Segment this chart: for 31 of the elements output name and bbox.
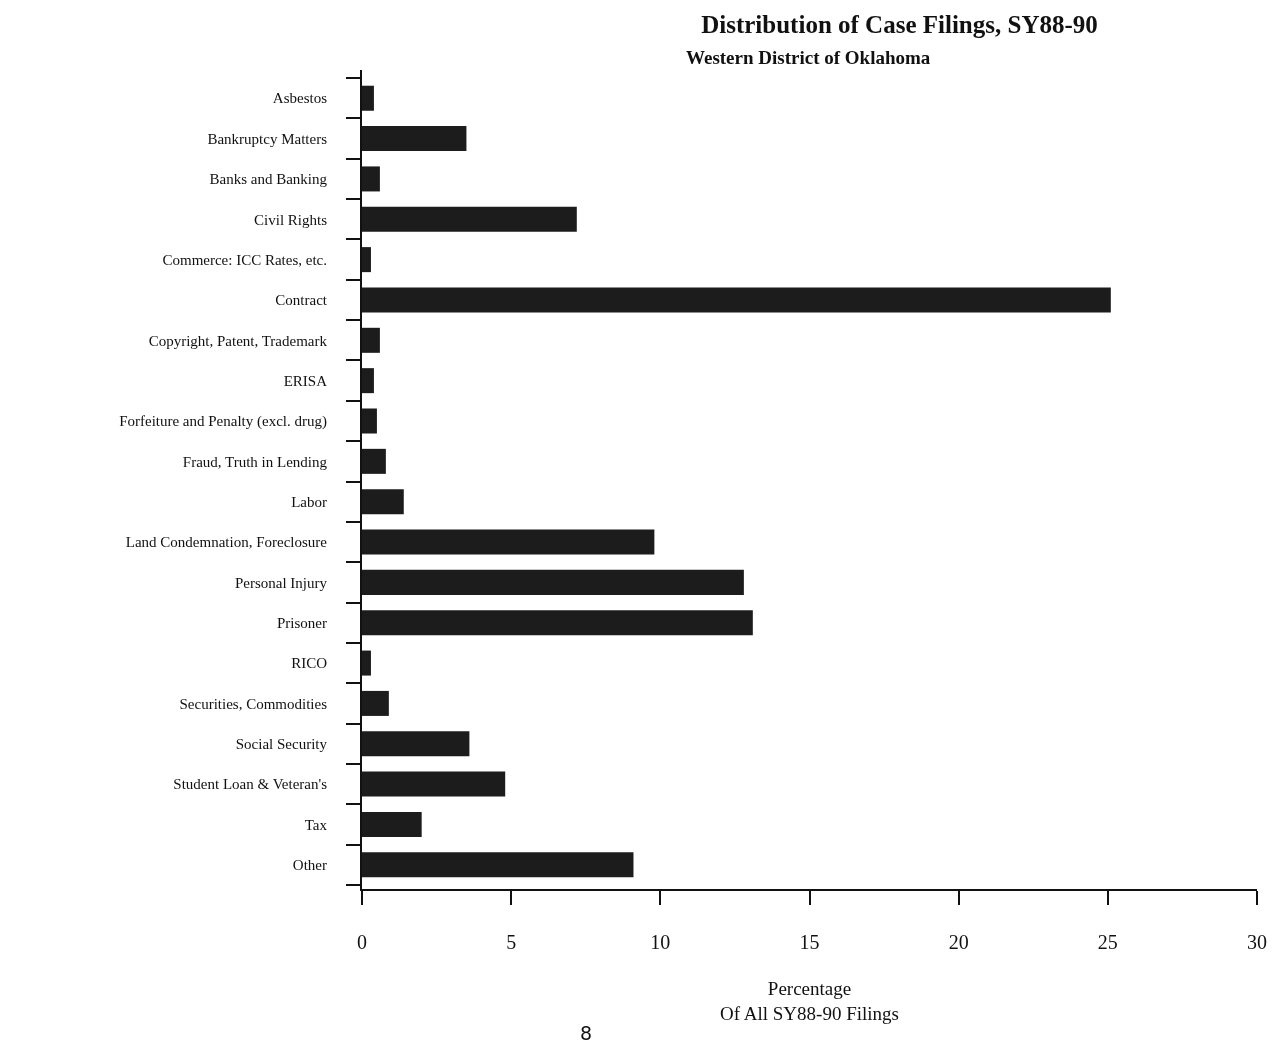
y-tick-label: Personal Injury [234, 574, 328, 591]
x-tick-label: 25 [1097, 931, 1118, 953]
text: 8 [580, 1022, 593, 1044]
x-axis-title: Percentage Of All SY88-90 Filings [720, 978, 899, 1024]
chart-title: Distribution of Case Filings, SY88-90 [701, 11, 1098, 39]
y-tick-label: Student Loan & Veteran's [173, 776, 328, 793]
y-tick-label: Social Security [235, 736, 328, 753]
y-tick-label: RICO [291, 655, 328, 672]
x-tick-label: 20 [948, 931, 969, 953]
y-tick-label: Labor [291, 493, 327, 510]
chart-subtitle: Western District of Oklahoma [686, 47, 931, 68]
y-tick-label: Prisoner [277, 614, 327, 631]
x-tick-label: 0 [357, 931, 367, 953]
y-tick-label: Contract [275, 292, 328, 309]
y-tick-label: Banks and Banking [209, 171, 328, 188]
y-tick-label: Bankruptcy Matters [207, 130, 328, 147]
x-tick-label: 5 [506, 931, 517, 953]
y-tick-label: Copyright, Patent, Trademark [148, 332, 328, 349]
x-tick-label: 30 [1247, 931, 1267, 953]
y-tick-label: Civil Rights [254, 211, 328, 228]
x-tick-label: 10 [650, 931, 671, 953]
y-tick-label: Commerce: ICC Rates, etc. [162, 251, 327, 268]
y-tick-label: Fraud, Truth in Lending [182, 453, 328, 470]
y-tick-label: Forfeiture and Penalty (excl. drug) [119, 413, 327, 431]
y-tick-label: Asbestos [272, 90, 328, 107]
y-tick-label: Securities, Commodities [179, 695, 328, 712]
y-tick-label: Land Condemnation, Foreclosure [125, 534, 328, 551]
x-tick-label: 15 [799, 931, 820, 953]
y-tick-label: Tax [304, 816, 328, 833]
y-tick-label: ERISA [283, 372, 328, 389]
y-tick-label: Other [292, 857, 327, 874]
